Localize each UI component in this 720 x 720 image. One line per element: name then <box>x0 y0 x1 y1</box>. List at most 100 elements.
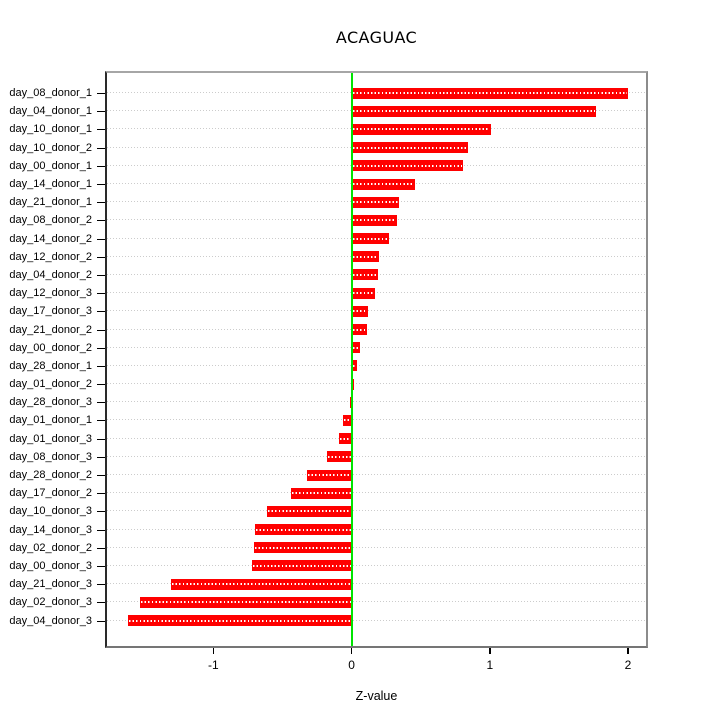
x-tick <box>350 648 353 654</box>
y-tick-label: day_04_donor_1 <box>9 105 92 118</box>
gridline <box>107 528 646 530</box>
y-tick <box>97 584 105 586</box>
bar <box>343 414 352 426</box>
bar-stripe <box>352 183 415 185</box>
bar-row <box>107 248 646 266</box>
chart-title: ACAGUAC <box>335 28 418 47</box>
y-tick-label: day_10_donor_1 <box>9 123 92 136</box>
y-tick <box>97 220 105 222</box>
y-tick-label: day_14_donor_1 <box>9 177 92 190</box>
bar-stripe <box>352 164 463 167</box>
bar <box>351 142 468 154</box>
gridline <box>107 292 646 294</box>
y-tick <box>97 493 105 495</box>
bar-row <box>107 266 646 284</box>
y-tick-label: day_08_donor_1 <box>9 87 92 99</box>
y-tick-label: day_14_donor_2 <box>9 232 92 245</box>
y-tick <box>97 529 105 531</box>
y-tick <box>97 511 105 513</box>
bar-row <box>107 612 646 630</box>
bar-row <box>107 502 646 520</box>
x-tick-label: 2 <box>624 658 632 672</box>
gridline <box>107 546 646 548</box>
bar-stripe <box>352 292 375 295</box>
bar <box>351 196 399 208</box>
x-tick <box>212 648 215 654</box>
y-tick-label: day_28_donor_2 <box>9 469 92 481</box>
x-tick-label: 1 <box>486 658 494 672</box>
y-tick-label: day_21_donor_2 <box>9 323 92 336</box>
bar-stripe <box>268 510 351 513</box>
bar-row <box>107 575 646 593</box>
bar <box>351 160 464 172</box>
y-tick <box>97 384 105 385</box>
bar-row <box>107 284 646 302</box>
y-tick <box>97 165 105 167</box>
bar-row <box>107 339 646 357</box>
gridline <box>107 346 646 348</box>
bar-stripe <box>352 128 491 131</box>
y-tick <box>97 420 105 422</box>
bar-stripe <box>352 219 397 222</box>
y-tick <box>97 93 105 94</box>
y-tick <box>97 620 105 622</box>
bar-row <box>107 357 646 375</box>
y-tick <box>97 347 105 349</box>
bar-row <box>107 175 646 193</box>
bar <box>351 251 380 263</box>
bar-row <box>107 102 646 120</box>
bar-stripe <box>352 273 377 276</box>
gridline <box>107 492 646 494</box>
bar <box>351 305 369 317</box>
y-tick-label: day_10_donor_2 <box>9 141 92 154</box>
bar-row <box>107 157 646 175</box>
bar <box>351 214 398 226</box>
bar-row <box>107 466 646 484</box>
x-tick-label: -1 <box>208 658 219 672</box>
bar <box>351 105 597 117</box>
bar-stripe <box>352 201 398 204</box>
gridline <box>107 601 646 603</box>
y-tick-label: day_08_donor_2 <box>9 214 92 227</box>
bar <box>140 596 352 608</box>
y-tick <box>97 147 105 149</box>
zero-line <box>350 73 353 646</box>
gridline <box>107 310 646 312</box>
bar <box>253 542 352 554</box>
bar-row <box>107 484 646 502</box>
y-tick <box>97 402 105 404</box>
bar-row <box>107 539 646 557</box>
y-tick-label: day_17_donor_2 <box>9 487 92 500</box>
y-tick-label: day_04_donor_2 <box>9 268 92 281</box>
gridline <box>107 619 646 621</box>
y-tick-label: day_21_donor_1 <box>9 196 92 209</box>
y-tick-label: day_04_donor_3 <box>9 614 92 627</box>
gridline <box>107 437 646 439</box>
y-tick-label: day_00_donor_2 <box>9 341 92 354</box>
bar <box>267 505 352 517</box>
bar <box>170 578 352 590</box>
gridline <box>107 383 646 384</box>
bar <box>307 469 352 481</box>
bar-stripe <box>340 437 351 440</box>
bar <box>351 123 492 135</box>
y-tick-label: day_12_donor_2 <box>9 250 92 263</box>
bar-stripe <box>253 564 351 567</box>
x-tick-label: 0 <box>348 658 355 672</box>
bar-row <box>107 193 646 211</box>
y-tick <box>97 129 105 131</box>
y-tick-label: day_01_donor_3 <box>9 432 92 445</box>
y-tick-label: day_00_donor_3 <box>9 559 92 572</box>
y-tick-label: day_28_donor_1 <box>9 359 92 372</box>
bar-stripe <box>254 546 351 549</box>
y-tick-label: day_14_donor_3 <box>9 523 92 536</box>
bar <box>351 342 360 354</box>
bar <box>254 524 352 536</box>
bar-stripe <box>141 601 351 604</box>
y-tick-label: day_28_donor_3 <box>9 396 92 409</box>
y-tick <box>97 311 105 313</box>
bar <box>351 269 378 281</box>
gridline <box>107 474 646 475</box>
bar-row <box>107 375 646 393</box>
y-tick-label: day_21_donor_3 <box>9 578 92 591</box>
